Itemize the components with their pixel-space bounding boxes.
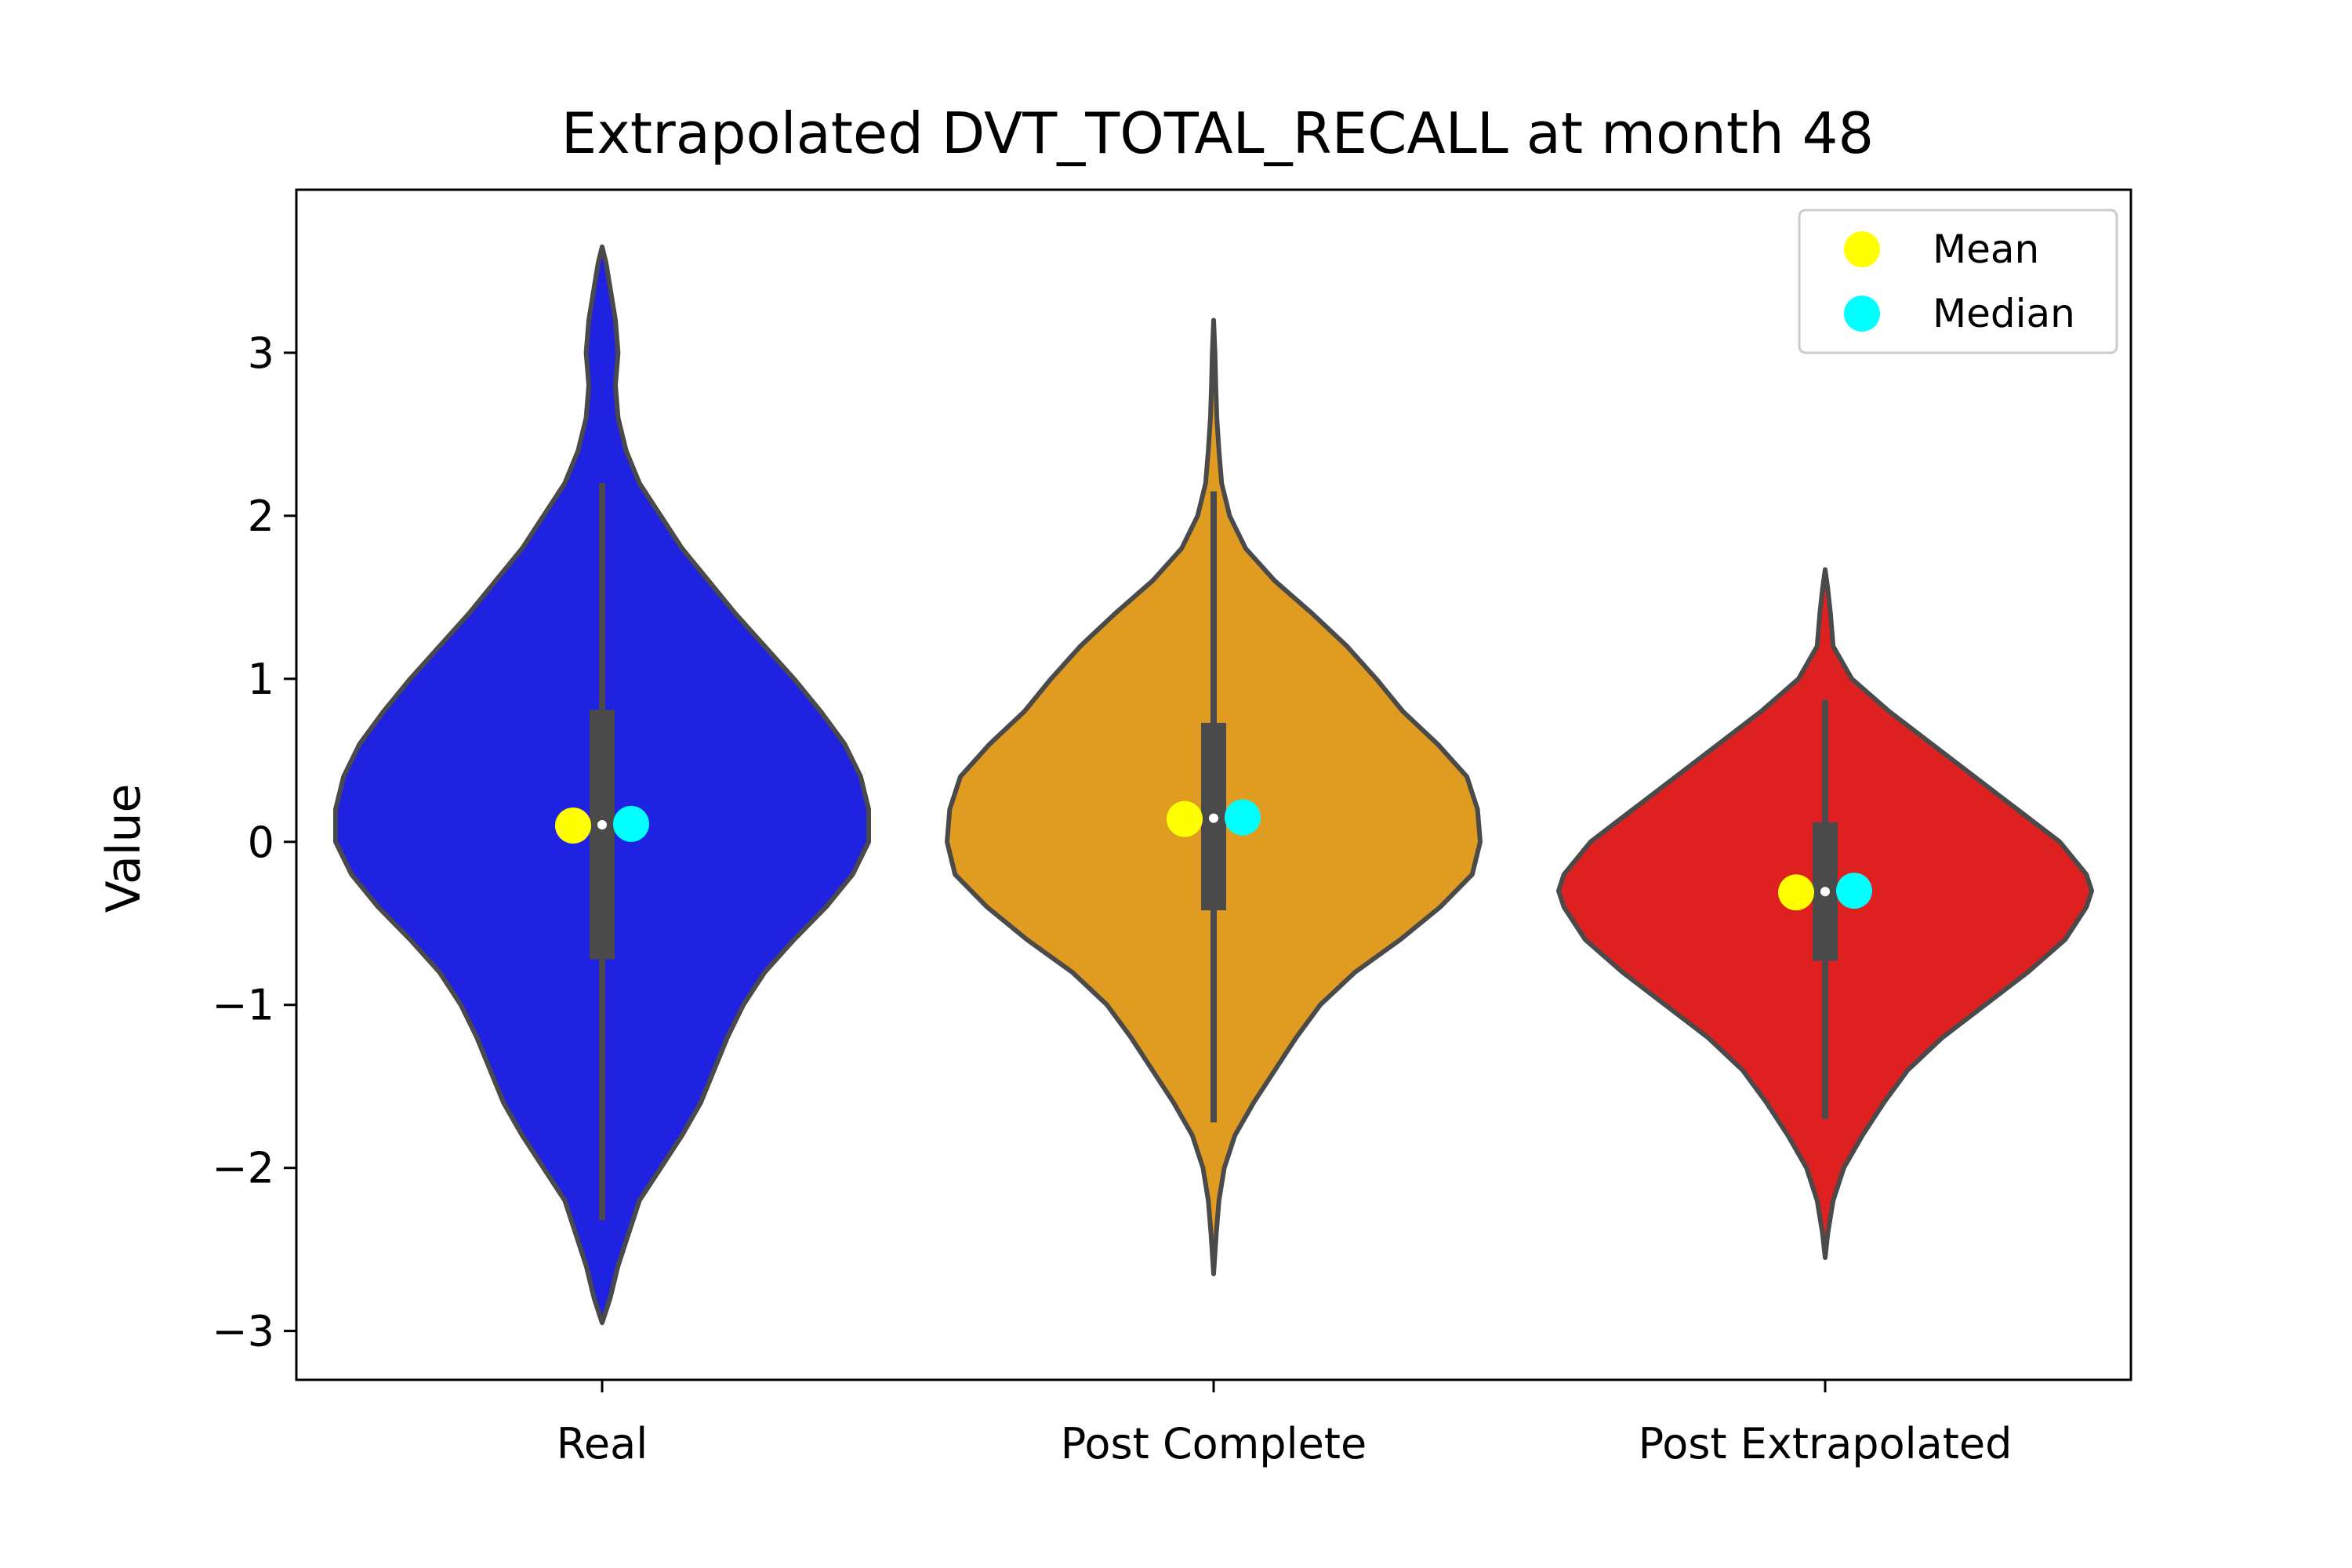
axes: −3 −2 −1 0 1 2 3 Real Post Complete Post Extrapol…: [212, 328, 2012, 1468]
median-marker-post-extrapolated: [1836, 873, 1872, 909]
chart-title: Extrapolated DVT_TOTAL_RECALL at month 4…: [561, 100, 1874, 166]
y-tick-label: −1: [212, 981, 274, 1030]
y-tick-label: −3: [212, 1307, 274, 1356]
median-marker-real: [613, 805, 649, 842]
legend-marker-mean: [1844, 231, 1880, 267]
median-dot-post-extrapolated: [1820, 887, 1830, 897]
mean-marker-real: [555, 807, 591, 844]
mean-marker-post-complete: [1167, 800, 1203, 837]
legend: Mean Median: [1798, 209, 2118, 354]
x-tick-label: Post Extrapolated: [1639, 1419, 2013, 1468]
legend-label-mean: Mean: [1933, 227, 2039, 272]
x-tick-label: Real: [557, 1419, 648, 1468]
y-tick-label: 2: [248, 492, 274, 541]
y-tick-label: −2: [212, 1144, 274, 1193]
y-axis-label: Value: [96, 784, 151, 913]
iqr-box-real: [590, 710, 615, 960]
y-tick-label: 1: [248, 655, 274, 704]
x-tick-label: Post Complete: [1061, 1419, 1367, 1468]
legend-label-median: Median: [1933, 291, 2075, 336]
median-marker-post-complete: [1225, 799, 1261, 836]
median-dot-post-complete: [1209, 813, 1218, 823]
mean-marker-post-extrapolated: [1778, 874, 1814, 911]
median-dot-real: [597, 819, 607, 829]
y-tick-label: 0: [248, 818, 274, 867]
plot-area: [333, 244, 2094, 1326]
y-tick-label: 3: [248, 328, 274, 378]
legend-marker-median: [1844, 296, 1880, 332]
